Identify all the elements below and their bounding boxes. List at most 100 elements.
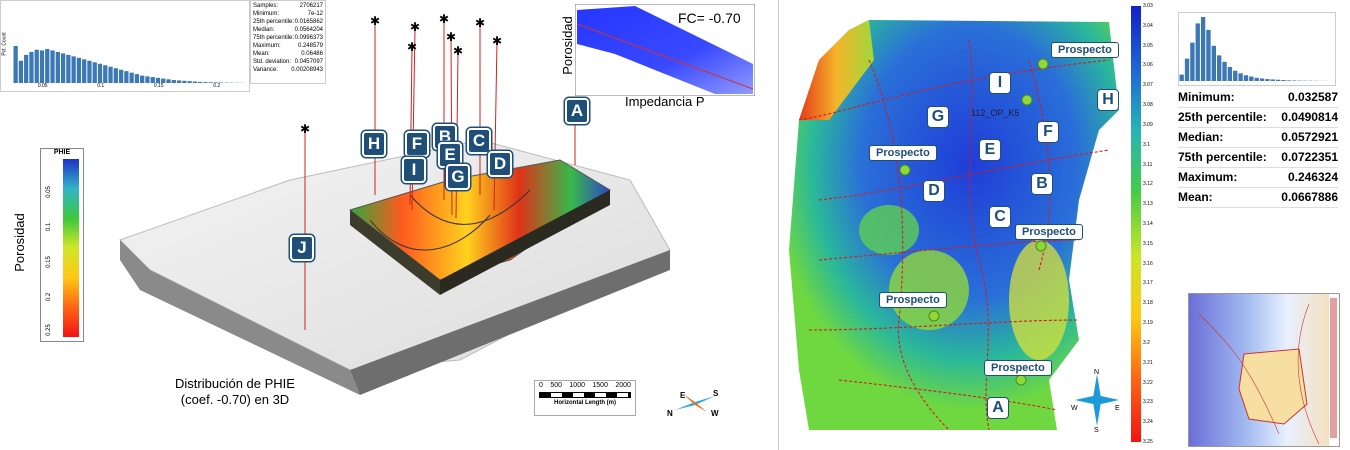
histogram-bar <box>39 50 45 83</box>
well-label-c: C <box>467 128 491 154</box>
porosity-map <box>789 20 1119 431</box>
colorbar-tick: 3.09 <box>1143 121 1153 128</box>
stat-row: Minimum: 7e-12 <box>253 10 323 18</box>
stat-value: 0.0490814 <box>1281 110 1338 124</box>
histogram-bar <box>1206 29 1211 81</box>
histogram-bar <box>1179 74 1184 81</box>
scale-tick: 0 <box>539 382 543 389</box>
map-well-a: A <box>987 397 1009 419</box>
stat-value: 0.0564204 <box>294 27 323 33</box>
colorbar-tick: 3.14 <box>1143 221 1153 227</box>
histogram-bar <box>13 46 18 83</box>
colorbar-tick: 3.06 <box>1143 62 1153 69</box>
caption-line-1: Distribución de PHIE <box>175 376 295 391</box>
stat-value: 0.06486 <box>301 51 323 57</box>
well-label-a: A <box>565 98 589 124</box>
legend-tick: 0.05 <box>45 186 52 198</box>
map-well-d: D <box>923 180 945 202</box>
histogram-bar <box>1217 55 1222 81</box>
legend-tick: 0.1 <box>46 222 53 232</box>
histogram-bar <box>1286 80 1291 81</box>
histogram-bar <box>1254 77 1259 81</box>
histogram-bar <box>166 79 171 83</box>
histogram-bar <box>1238 73 1243 81</box>
compass-n: N <box>667 409 673 418</box>
histogram-bar <box>97 63 103 83</box>
stat-label: 75th percentile: <box>1178 150 1267 164</box>
colorbar-tick: 3.05 <box>1143 42 1153 49</box>
well-label-g: G <box>446 164 470 190</box>
regression-line <box>576 23 754 90</box>
colorbar-tick: 3.23 <box>1143 399 1153 406</box>
xtick: 0.05 <box>37 83 48 89</box>
colorbar-tick: 3.25 <box>1143 439 1153 445</box>
histogram-bar <box>1259 78 1265 81</box>
svg-text:✱: ✱ <box>410 20 420 34</box>
xtick: 0.2 <box>213 83 221 89</box>
prospecto-label-3: Prospecto <box>1015 224 1083 240</box>
stat-row: Variance: 0.00208943 <box>253 66 323 74</box>
histogram-xticks: 0.05 0.1 0.15 0.2 <box>13 83 245 89</box>
svg-text:✱: ✱ <box>446 30 456 44</box>
well-label-j: J <box>290 235 314 261</box>
stat-row: 75th percentile: 0.0996373 <box>253 34 323 42</box>
crossplot-xlabel: Impedancia P <box>625 94 705 109</box>
crossplot: Porosidad FC= -0.70 Impedancia P <box>550 0 760 110</box>
histogram-bar <box>1184 58 1190 81</box>
histogram-bar <box>155 77 161 83</box>
histogram-bar <box>1227 66 1233 81</box>
histogram-bar <box>76 57 82 83</box>
stat-label: Maximum: <box>253 43 281 49</box>
3d-surface <box>119 139 671 395</box>
colorbar-tick: 3.22 <box>1143 379 1153 386</box>
stat-row: 25th percentile: 0.0490814 <box>1178 108 1338 128</box>
well-label-d: D <box>488 151 512 177</box>
colorbar-tick: 3.08 <box>1143 102 1153 109</box>
map-well-f: F <box>1037 121 1059 143</box>
map-center-label: 112_OP_K5 <box>971 108 1020 118</box>
scale-tick: 2000 <box>615 382 631 389</box>
histogram-bar <box>18 60 24 83</box>
stat-row: Minimum: 0.032587 <box>1178 88 1338 108</box>
colorbar-tick: 3.17 <box>1143 280 1153 287</box>
stat-value: 0.032587 <box>1287 90 1338 104</box>
stat-row: Samples: 2706217 <box>253 2 323 10</box>
stat-label: Std. deviation: <box>253 59 292 65</box>
histogram-bar <box>1211 45 1216 81</box>
histogram-bar <box>103 65 108 83</box>
colorbar-tick: 3.03 <box>1143 3 1153 9</box>
map-compass-e: E <box>1115 405 1120 412</box>
histogram-bar <box>55 51 60 83</box>
stat-row: Maximum: 0.248579 <box>253 42 323 50</box>
legend-tick: 0.2 <box>46 292 53 302</box>
colorbar-tick: 3.18 <box>1143 300 1153 307</box>
stat-value: 0.0572921 <box>1281 130 1338 144</box>
map-well-b: B <box>1031 173 1053 195</box>
legend-tick: 0.15 <box>45 256 52 268</box>
right-histogram <box>1178 12 1336 86</box>
svg-text:✱: ✱ <box>475 16 485 30</box>
histogram-bar <box>82 59 87 83</box>
map-compass-s: S <box>1094 427 1099 432</box>
well-label-h: H <box>362 131 386 157</box>
phie-legend: PHIE 0.05 0.1 0.15 0.2 0.25 <box>40 148 84 342</box>
histogram-bar <box>1292 80 1297 81</box>
map-well-c: C <box>989 206 1011 228</box>
map-compass-w: W <box>1071 405 1078 412</box>
xtick: 0.15 <box>153 83 164 89</box>
scale-ticks: 0 500 1000 1500 2000 <box>535 381 635 390</box>
caption-line-2: (coef. -0.70) en 3D <box>180 392 290 407</box>
stat-label: Mean: <box>253 51 270 57</box>
histogram-bar <box>1233 70 1238 81</box>
well-label-e: E <box>438 142 462 168</box>
stat-row: Median: 0.0564204 <box>253 26 323 34</box>
right-histogram-bars <box>1179 17 1329 81</box>
stat-label: Samples: <box>253 3 279 9</box>
scale-bar: 0 500 1000 1500 2000 Horizontal Length (… <box>534 380 636 416</box>
histogram-bar <box>66 54 71 83</box>
stat-label: Median: <box>1178 130 1224 144</box>
histogram-bar <box>187 81 192 83</box>
stat-row: Mean: 0.0667886 <box>1178 188 1338 208</box>
stat-value: 0.0667886 <box>1281 190 1338 204</box>
histogram-bar <box>92 62 97 83</box>
